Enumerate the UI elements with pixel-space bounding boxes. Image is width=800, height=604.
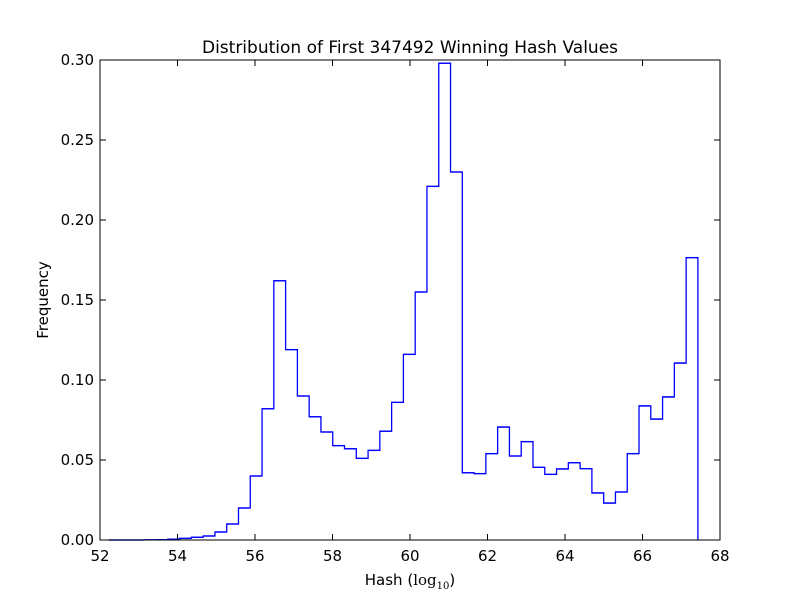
x-tick-label: 68 bbox=[710, 547, 729, 565]
y-tick-label: 0.10 bbox=[61, 371, 94, 389]
y-tick-label: 0.25 bbox=[61, 131, 94, 149]
y-tick-label: 0.20 bbox=[61, 211, 94, 229]
axes-frame bbox=[99, 59, 721, 541]
x-tick-label: 64 bbox=[555, 547, 574, 565]
y-tick-label: 0.15 bbox=[61, 291, 94, 309]
x-tick-label: 52 bbox=[90, 547, 109, 565]
x-axis-label-unit-subscript: 10 bbox=[437, 581, 450, 592]
x-tick-label: 66 bbox=[633, 547, 652, 565]
y-tick-label: 0.05 bbox=[61, 451, 94, 469]
x-axis: 52 54 56 58 60 62 64 66 68 bbox=[90, 60, 730, 565]
y-axis: 0.00 0.05 0.10 0.15 0.20 0.25 0.30 bbox=[61, 51, 720, 549]
chart-title: Distribution of First 347492 Winning Has… bbox=[202, 38, 618, 58]
x-tick-label: 58 bbox=[323, 547, 342, 565]
x-axis-label-unit: log bbox=[413, 571, 437, 589]
x-tick-label: 62 bbox=[478, 547, 497, 565]
x-axis-label-text: Hash bbox=[365, 571, 403, 589]
plot-area bbox=[108, 62, 699, 541]
histogram-outline bbox=[108, 62, 699, 541]
x-tick-label: 54 bbox=[168, 547, 187, 565]
y-axis-label: Frequency bbox=[34, 261, 52, 339]
y-tick-label: 0.30 bbox=[61, 51, 94, 69]
x-axis-label: Hash (log10) bbox=[365, 571, 455, 592]
y-tick-label: 0.00 bbox=[61, 531, 94, 549]
x-tick-label: 60 bbox=[400, 547, 419, 565]
x-tick-label: 56 bbox=[245, 547, 264, 565]
